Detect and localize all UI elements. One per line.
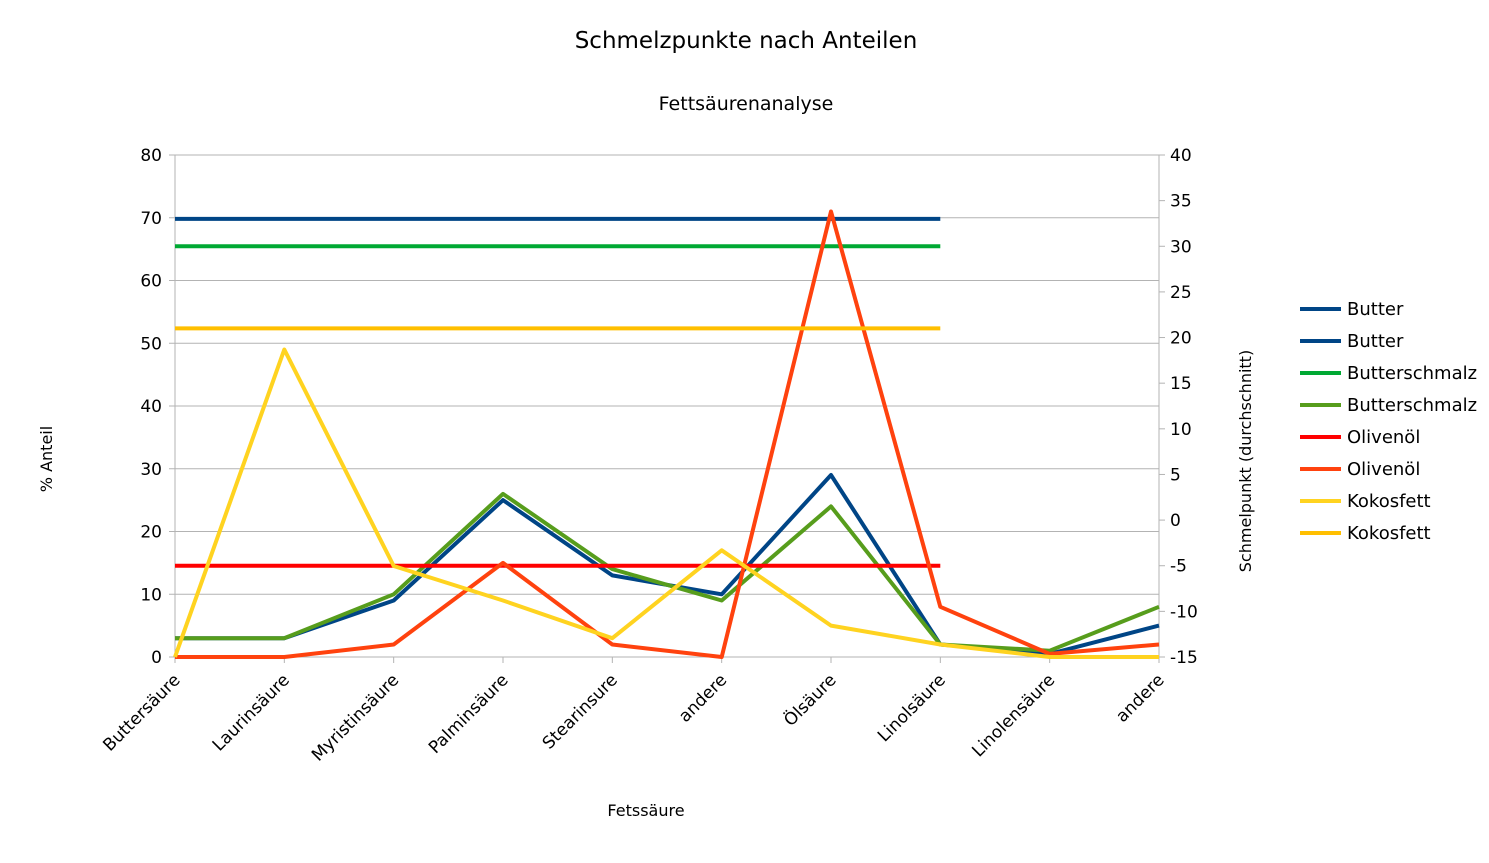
y2-tick-label: 10 (1170, 420, 1192, 440)
legend-entry: Butterschmalz (1347, 395, 1477, 416)
y-tick-label: 20 (140, 523, 162, 543)
y-axis-label: % Anteil (37, 426, 56, 492)
legend-entry: Butterschmalz (1347, 363, 1477, 384)
x-tick-label: andere (675, 670, 731, 726)
x-tick-label: Linolsäure (874, 670, 950, 746)
y2-tick-label: 5 (1170, 465, 1181, 485)
y-tick-label: 40 (140, 397, 162, 417)
series-line (173, 347, 1159, 659)
y-tick-label: 0 (151, 648, 162, 668)
legend-entry: Olivenöl (1347, 459, 1420, 480)
x-tick-label: Ölsäure (779, 669, 841, 731)
legend-entry: Olivenöl (1347, 427, 1420, 448)
y-tick-label: 50 (140, 334, 162, 354)
y2-tick-label: 35 (1170, 192, 1192, 212)
y-tick-label: 70 (140, 209, 162, 229)
y2-tick-label: 30 (1170, 237, 1192, 257)
y2-tick-label: 20 (1170, 329, 1192, 349)
y2-tick-label: -15 (1170, 648, 1198, 668)
x-tick-label: andere (1112, 670, 1168, 726)
series-line (175, 209, 1160, 659)
x-tick-label: Stearinsure (539, 670, 622, 753)
x-tick-label: Linolensäure (968, 670, 1059, 761)
y-tick-label: 10 (140, 585, 162, 605)
legend: Butter Butter Butterschmalz Butterschmalz Ol… (1300, 299, 1477, 544)
x-tick-label: Buttersäure (99, 670, 184, 755)
series-line (175, 491, 1160, 653)
y2-axis-label: Schmelpunkt (durchschnitt) (1236, 350, 1255, 572)
series-lines (173, 209, 1160, 659)
y2-tick-label: -10 (1170, 602, 1198, 622)
x-axis-label: Fetssäure (607, 801, 684, 820)
y2-tick-label: 40 (1170, 146, 1192, 166)
chart-title: Schmelzpunkte nach Anteilen (575, 28, 918, 54)
y2-tick-label: 15 (1170, 374, 1192, 394)
y-tick-label: 30 (140, 460, 162, 480)
legend-entry: Kokosfett (1347, 523, 1431, 544)
y2-axis-ticks: -15 -10 -5 0 5 10 15 20 25 30 35 40 (1159, 146, 1198, 668)
y2-tick-label: -5 (1170, 557, 1187, 577)
legend-entry: Kokosfett (1347, 491, 1431, 512)
x-tick-label: Palminsäure (425, 670, 513, 758)
y2-tick-label: 0 (1170, 511, 1181, 531)
chart-subtitle: Fettsäurenanalyse (659, 93, 834, 115)
x-tick-label: Myristinsäure (308, 670, 403, 765)
y-axis-ticks: 0 10 20 30 40 50 60 70 80 (140, 146, 175, 668)
legend-entry: Butter (1347, 331, 1404, 352)
y-tick-label: 80 (140, 146, 162, 166)
y2-tick-label: 25 (1170, 283, 1192, 303)
gridlines (175, 154, 1159, 658)
x-tick-label: Laurinsäure (209, 670, 294, 755)
legend-entry: Butter (1347, 299, 1404, 320)
x-axis-ticks: Buttersäure Laurinsäure Myristinsäure Palmi… (99, 657, 1169, 766)
y-tick-label: 60 (140, 272, 162, 292)
